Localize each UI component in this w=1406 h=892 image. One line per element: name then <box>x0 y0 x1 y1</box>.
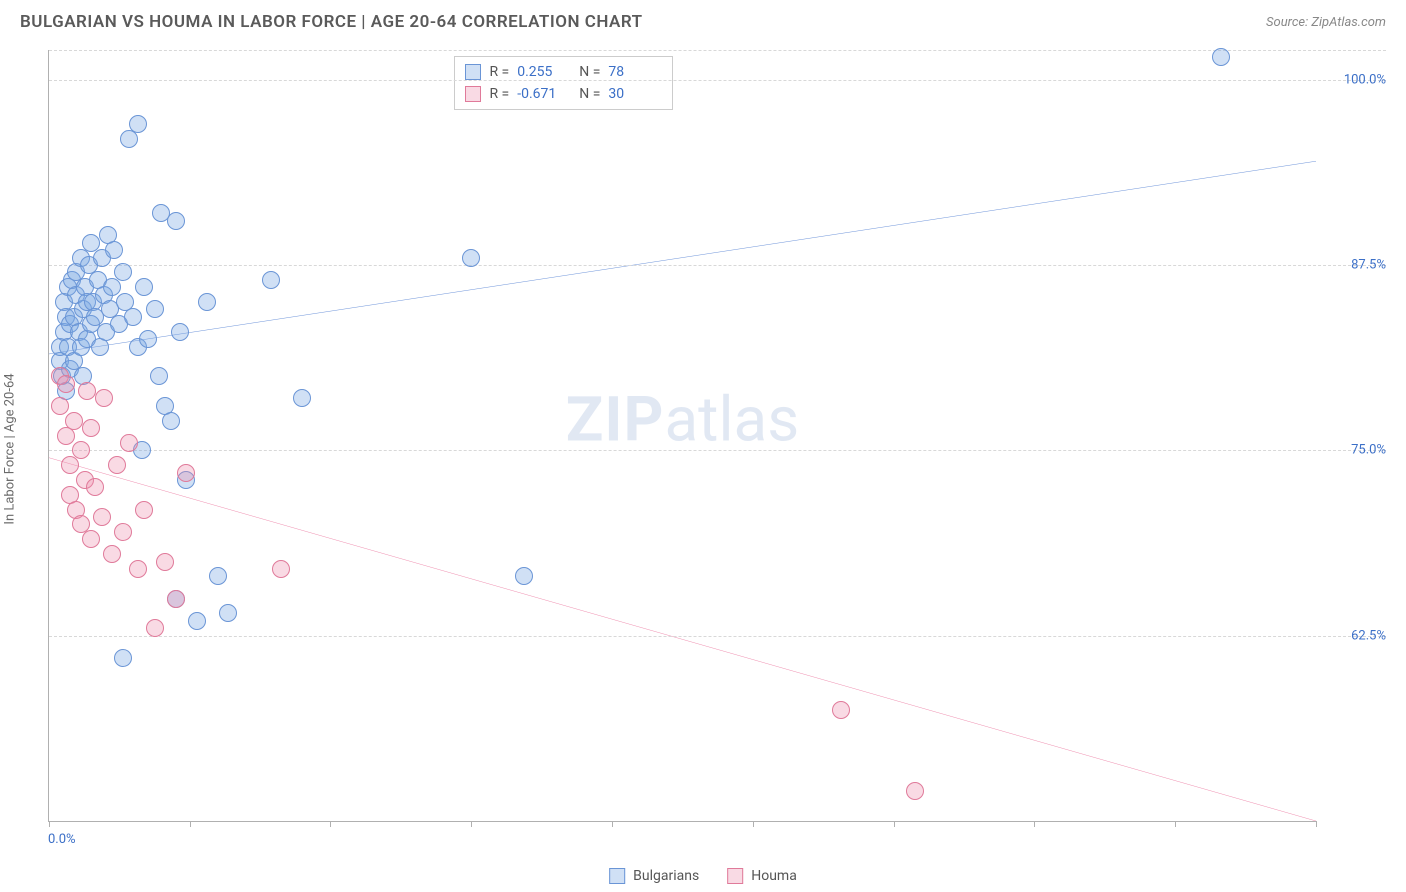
watermark-atlas: atlas <box>664 384 799 457</box>
data-point-bulgarians <box>105 241 123 259</box>
data-point-bulgarians <box>114 263 132 281</box>
gridline-h <box>49 80 1386 81</box>
data-point-houma <box>86 478 104 496</box>
chart-container: In Labor Force | Age 20-64 ZIPatlas R = … <box>48 50 1386 847</box>
data-point-houma <box>72 441 90 459</box>
data-point-houma <box>57 375 75 393</box>
stats-row-houma: R = -0.671 N = 30 <box>465 83 662 105</box>
x-tick <box>190 821 191 827</box>
watermark-zip: ZIP <box>566 384 665 457</box>
data-point-houma <box>135 501 153 519</box>
n-label: N = <box>579 83 600 105</box>
data-point-bulgarians <box>1212 48 1230 66</box>
trend-lines <box>49 50 1316 821</box>
y-tick-label: 62.5% <box>1326 628 1386 643</box>
gridline-h <box>49 265 1386 266</box>
source-label: Source: ZipAtlas.com <box>1266 15 1386 30</box>
trend-line-houma <box>49 458 1316 821</box>
n-value-houma: 30 <box>608 83 662 105</box>
data-point-bulgarians <box>188 612 206 630</box>
data-point-bulgarians <box>146 300 164 318</box>
swatch-bulgarians-icon <box>465 64 481 80</box>
data-point-houma <box>82 419 100 437</box>
plot-area: ZIPatlas R = 0.255 N = 78 R = -0.671 N =… <box>48 50 1316 822</box>
x-tick <box>330 821 331 827</box>
r-value-houma: -0.671 <box>517 83 571 105</box>
data-point-houma <box>177 464 195 482</box>
trend-line-bulgarians <box>49 161 1316 354</box>
data-point-houma <box>114 523 132 541</box>
chart-title: BULGARIAN VS HOUMA IN LABOR FORCE | AGE … <box>20 12 643 32</box>
data-point-bulgarians <box>129 115 147 133</box>
data-point-bulgarians <box>262 271 280 289</box>
data-point-bulgarians <box>198 293 216 311</box>
swatch-houma-icon <box>465 86 481 102</box>
data-point-houma <box>65 412 83 430</box>
y-tick-label: 100.0% <box>1326 72 1386 87</box>
x-tick <box>1175 821 1176 827</box>
data-point-bulgarians <box>293 389 311 407</box>
data-point-houma <box>108 456 126 474</box>
data-point-houma <box>82 530 100 548</box>
data-point-houma <box>832 701 850 719</box>
y-tick-label: 87.5% <box>1326 257 1386 272</box>
data-point-bulgarians <box>135 278 153 296</box>
data-point-houma <box>78 382 96 400</box>
data-point-houma <box>906 782 924 800</box>
data-point-bulgarians <box>124 308 142 326</box>
x-tick <box>49 821 50 827</box>
data-point-bulgarians <box>209 567 227 585</box>
data-point-bulgarians <box>162 412 180 430</box>
gridline-h <box>49 450 1386 451</box>
legend-label-bulgarians: Bulgarians <box>633 868 699 884</box>
stats-legend-box: R = 0.255 N = 78 R = -0.671 N = 30 <box>454 56 673 110</box>
data-point-houma <box>272 560 290 578</box>
data-point-bulgarians <box>167 212 185 230</box>
data-point-houma <box>103 545 121 563</box>
x-axis-min-label: 0.0% <box>48 832 76 847</box>
x-axis-max-label: 60.0% <box>1396 832 1406 847</box>
gridline-h <box>49 50 1386 51</box>
r-label: R = <box>489 83 509 105</box>
x-tick <box>753 821 754 827</box>
data-point-houma <box>156 553 174 571</box>
data-point-bulgarians <box>114 649 132 667</box>
gridline-h <box>49 636 1386 637</box>
swatch-bulgarians-icon <box>609 868 625 884</box>
data-point-houma <box>93 508 111 526</box>
swatch-houma-icon <box>727 868 743 884</box>
data-point-houma <box>146 619 164 637</box>
y-tick-label: 75.0% <box>1326 443 1386 458</box>
x-tick <box>1316 821 1317 827</box>
legend-item-houma: Houma <box>727 868 797 884</box>
data-point-bulgarians <box>515 567 533 585</box>
x-tick <box>894 821 895 827</box>
bottom-legend: Bulgarians Houma <box>609 868 797 884</box>
data-point-houma <box>51 397 69 415</box>
data-point-houma <box>120 434 138 452</box>
x-tick <box>1034 821 1035 827</box>
data-point-bulgarians <box>219 604 237 622</box>
watermark: ZIPatlas <box>566 384 800 457</box>
data-point-houma <box>61 456 79 474</box>
data-point-houma <box>95 389 113 407</box>
data-point-bulgarians <box>103 278 121 296</box>
x-tick <box>612 821 613 827</box>
legend-label-houma: Houma <box>751 868 797 884</box>
data-point-bulgarians <box>462 249 480 267</box>
data-point-houma <box>129 560 147 578</box>
data-point-houma <box>167 590 185 608</box>
legend-item-bulgarians: Bulgarians <box>609 868 699 884</box>
y-axis-title: In Labor Force | Age 20-64 <box>3 373 18 524</box>
x-tick <box>471 821 472 827</box>
data-point-bulgarians <box>139 330 157 348</box>
data-point-bulgarians <box>171 323 189 341</box>
data-point-bulgarians <box>150 367 168 385</box>
